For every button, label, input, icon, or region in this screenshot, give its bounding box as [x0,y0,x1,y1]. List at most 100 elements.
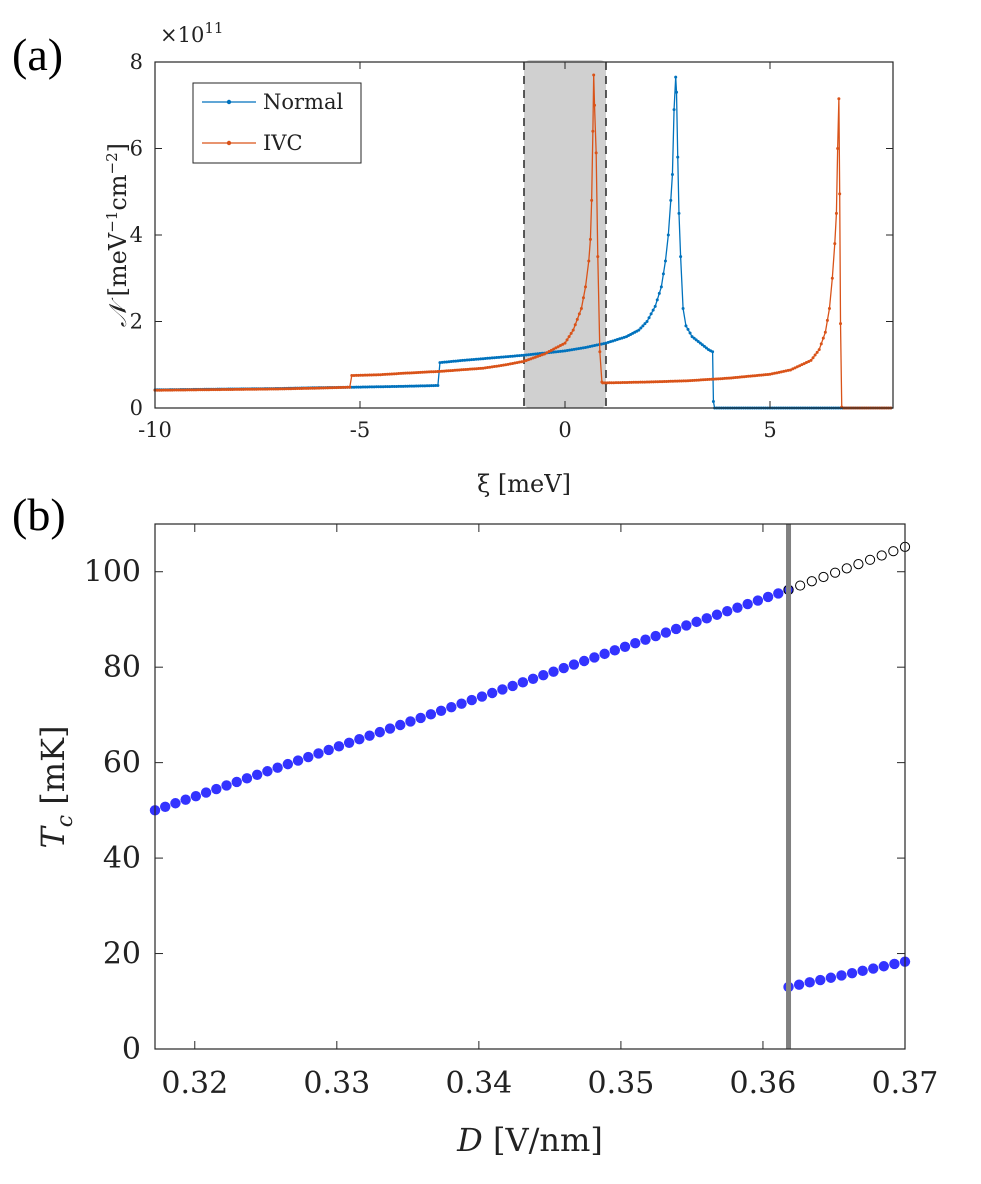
panel-b-plot-area [155,524,905,1049]
y-tick-label: 80 [103,650,141,685]
series-point-ivc [517,360,521,364]
series-point-ivc [804,361,808,365]
series-point-normal [584,345,587,349]
series-point-ivc [675,379,679,383]
data-point-filled [354,734,365,745]
series-point-ivc [337,386,341,390]
series-point-normal [611,339,615,343]
series-point-ivc [733,376,737,380]
panel-a-shaded-band [524,60,606,408]
series-point-ivc [554,346,558,350]
series-point-ivc [636,380,640,384]
series-point-ivc [768,372,772,376]
data-point-filled [630,638,641,649]
series-point-ivc [185,388,189,392]
series-point-normal [359,385,363,389]
series-point-ivc [346,385,350,389]
panel-b-x-ticks: 0.32 0.33 0.34 0.35 0.36 0.37 [161,524,938,1101]
series-point-ivc [561,342,565,346]
series-point-ivc [823,330,827,334]
series-point-ivc [708,377,712,381]
series-point-normal [472,357,476,361]
series-point-ivc [203,388,207,392]
series-point-ivc [326,386,330,390]
series-point-ivc [625,380,629,384]
series-point-ivc [449,369,453,373]
x-tick-label: 0.32 [161,1066,228,1101]
series-point-ivc [470,367,474,371]
data-point-filled [384,723,396,734]
data-point-filled [711,609,723,620]
series-point-ivc [571,328,575,332]
series-point-normal [425,384,429,388]
series-point-ivc [324,386,328,390]
data-point-filled [640,634,651,645]
series-point-ivc [455,368,459,372]
series-point-normal [637,328,641,332]
series-point-ivc [543,352,546,356]
series-point-ivc [434,370,438,374]
data-point-filled [773,588,784,599]
series-point-ivc [701,378,705,382]
series-point-ivc [157,388,161,392]
series-point-normal [651,308,655,312]
data-point-filled [889,958,900,970]
series-point-ivc [308,386,312,390]
series-point-ivc [705,378,709,382]
series-point-ivc [272,387,276,391]
series-point-ivc [567,335,571,339]
series-point-ivc [723,376,727,380]
legend-label-normal: Normal [263,90,343,114]
series-point-ivc [658,380,662,384]
series-point-normal [447,360,451,364]
series-point-ivc [442,369,446,373]
series-point-ivc [374,373,378,377]
series-point-ivc [738,375,742,379]
data-point-filled [476,691,488,702]
series-point-normal [647,316,651,320]
series-point-ivc [755,373,759,377]
series-point-normal [504,355,508,359]
series-point-ivc [405,371,409,375]
series-point-normal [445,360,449,364]
series-point-normal [357,385,361,389]
y-tick-label: 60 [103,746,141,781]
series-point-normal [370,385,374,389]
series-point-normal [620,336,624,340]
data-point-open [888,546,899,557]
series-point-ivc [616,381,620,385]
data-point-filled [343,737,355,748]
series-point-ivc [397,372,401,376]
series-point-normal [414,384,418,388]
series-point-ivc [468,367,472,371]
series-point-ivc [477,367,481,371]
series-point-normal [372,385,376,389]
series-point-ivc [486,366,490,370]
series-point-ivc [612,381,616,385]
series-point-ivc [531,356,535,360]
series-point-normal [386,385,390,389]
data-point-filled [262,766,273,777]
series-point-ivc [459,368,463,372]
y-tick-label: 0 [122,1032,141,1067]
series-point-ivc [392,372,396,376]
series-point-ivc [462,368,466,372]
series-point-normal [641,324,645,328]
series-point-normal [479,357,483,361]
series-point-ivc [416,370,420,374]
series-point-ivc [688,379,692,383]
series-point-ivc [513,361,517,365]
series-point-normal [374,385,378,389]
series-point-ivc [401,371,405,375]
data-point-open [795,580,806,591]
series-point-ivc [596,255,600,259]
series-point-normal [588,344,592,348]
series-point-ivc [379,373,382,377]
series-point-ivc [563,341,567,345]
series-point-normal [513,354,517,358]
series-point-ivc [515,361,519,365]
series-point-ivc [244,387,248,391]
series-point-ivc [356,373,360,377]
series-point-ivc [712,377,716,381]
series-point-ivc [300,386,304,390]
